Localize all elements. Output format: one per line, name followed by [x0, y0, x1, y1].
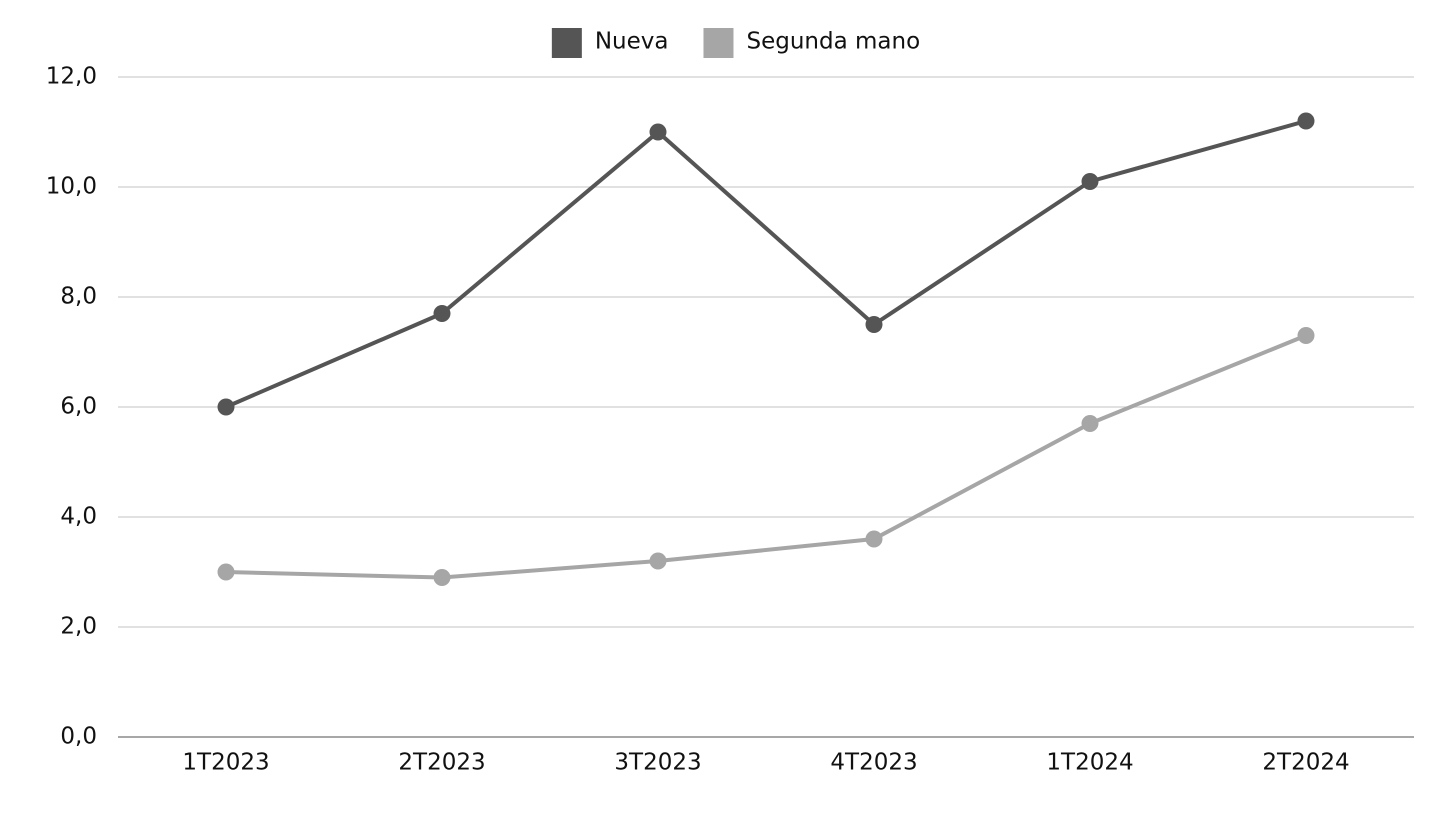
x-tick-label: 4T2023 [830, 750, 917, 776]
x-tick-label: 3T2023 [614, 750, 701, 776]
y-tick-label: 4,0 [60, 504, 97, 530]
data-point [649, 123, 667, 141]
x-tick-label: 1T2024 [1046, 750, 1133, 776]
data-point [433, 305, 451, 322]
legend-label: Segunda mano [746, 29, 920, 55]
y-tick-label: 2,0 [60, 614, 97, 640]
y-tick-label: 12,0 [46, 64, 97, 90]
legend-label: Nueva [595, 29, 669, 55]
x-tick-label: 1T2023 [182, 750, 269, 776]
legend-swatch [551, 28, 582, 58]
data-point [433, 569, 451, 586]
data-point [865, 530, 883, 548]
legend: Nueva Segunda mano [551, 28, 920, 58]
y-tick-label: 0,0 [60, 724, 97, 750]
data-point [1081, 173, 1099, 190]
data-point [1297, 112, 1315, 130]
data-point [1081, 415, 1099, 432]
x-tick-label: 2T2024 [1262, 750, 1349, 776]
y-tick-label: 8,0 [60, 284, 97, 310]
x-tick-label: 2T2023 [398, 750, 485, 776]
series-line [225, 119, 1307, 409]
data-point [865, 316, 883, 333]
data-point [649, 552, 667, 570]
y-tick-label: 10,0 [46, 174, 97, 200]
data-point [217, 398, 235, 416]
y-tick-label: 6,0 [60, 394, 97, 420]
data-point [1297, 327, 1315, 344]
data-point [217, 563, 235, 581]
series-line [225, 333, 1307, 580]
legend-swatch [703, 28, 734, 58]
legend-item: Nueva [551, 28, 669, 58]
legend-item: Segunda mano [703, 28, 920, 58]
